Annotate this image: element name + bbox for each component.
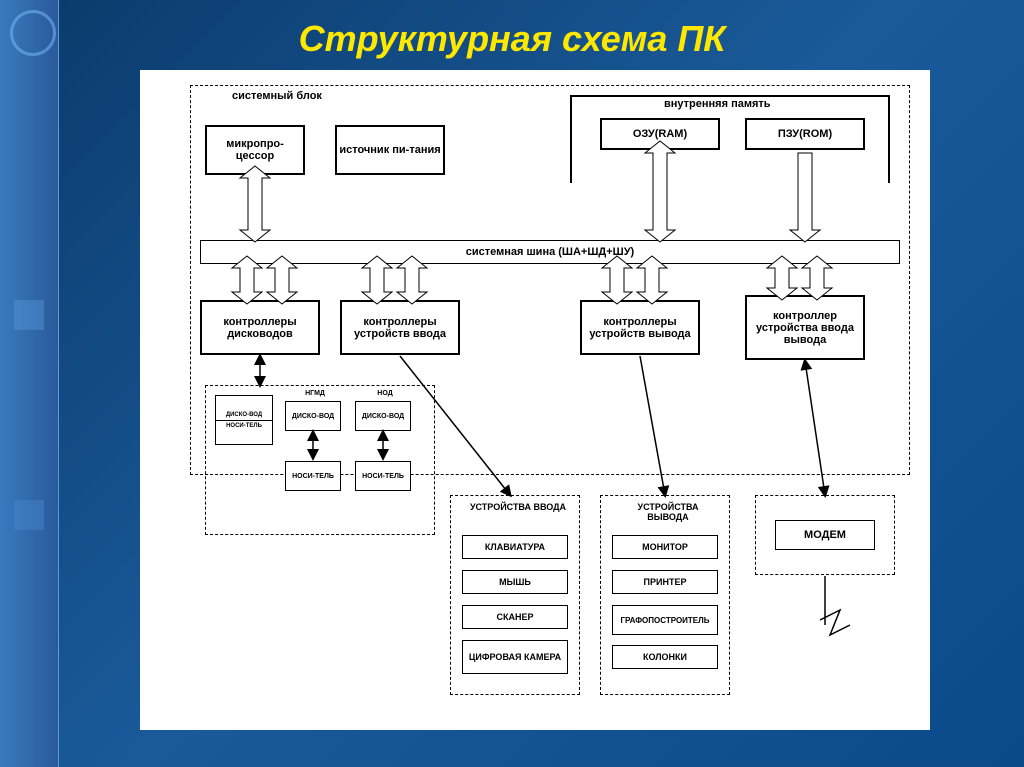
deco-square [14,300,44,330]
system-bus: системная шина (ША+ШД+ШУ) [200,240,900,264]
internal-memory-label: внутренняя память [662,98,773,110]
nod-column: НОД ДИСКО-ВОД НОСИ-ТЕЛЬ [355,390,415,491]
ctrl-io-box: контроллер устройства ввода вывода [745,295,865,360]
system-block-label: системный блок [230,90,324,102]
slide: Структурная схема ПК системный блок внут… [0,0,1024,767]
ctrl-disk-box: контроллеры дисководов [200,300,320,355]
ngmd-label: НГМД [285,390,345,397]
modem-box: МОДЕМ [775,520,875,550]
psu-box: источник пи-тания [335,125,445,175]
ngmd-media: НОСИ-ТЕЛЬ [285,461,341,491]
deco-square [14,500,44,530]
rom-box: ПЗУ(ROM) [745,118,865,150]
diagram-canvas: системный блок внутренняя память ОЗУ(RAM… [140,70,930,730]
output-devices-title: УСТРОЙСТВА ВЫВОДА [616,502,720,522]
printer-box: ПРИНТЕР [612,570,718,594]
plotter-box: ГРАФОПОСТРОИТЕЛЬ [612,605,718,635]
disk-block: ДИСКО-ВОД НОСИ-ТЕЛЬ [215,395,273,445]
slide-title: Структурная схема ПК [0,18,1024,60]
ngmd-column: НГМД ДИСКО-ВОД НОСИ-ТЕЛЬ [285,390,345,491]
ngmd-disk: ДИСКО-ВОД [285,401,341,431]
left-decoration [0,0,59,767]
disk-sub: НОСИ-ТЕЛЬ [224,421,264,431]
cpu-box: микропро-цессор [205,125,305,175]
camera-box: ЦИФРОВАЯ КАМЕРА [462,640,568,674]
disk-sub: ДИСКО-ВОД [216,410,272,421]
nod-disk: ДИСКО-ВОД [355,401,411,431]
monitor-box: МОНИТОР [612,535,718,559]
ctrl-input-box: контроллеры устройств ввода [340,300,460,355]
speakers-box: КОЛОНКИ [612,645,718,669]
ram-box: ОЗУ(RAM) [600,118,720,150]
nod-media: НОСИ-ТЕЛЬ [355,461,411,491]
nod-label: НОД [355,390,415,397]
ctrl-output-box: контроллеры устройств вывода [580,300,700,355]
keyboard-box: КЛАВИАТУРА [462,535,568,559]
scanner-box: СКАНЕР [462,605,568,629]
input-devices-title: УСТРОЙСТВА ВВОДА [466,502,570,512]
mouse-box: МЫШЬ [462,570,568,594]
